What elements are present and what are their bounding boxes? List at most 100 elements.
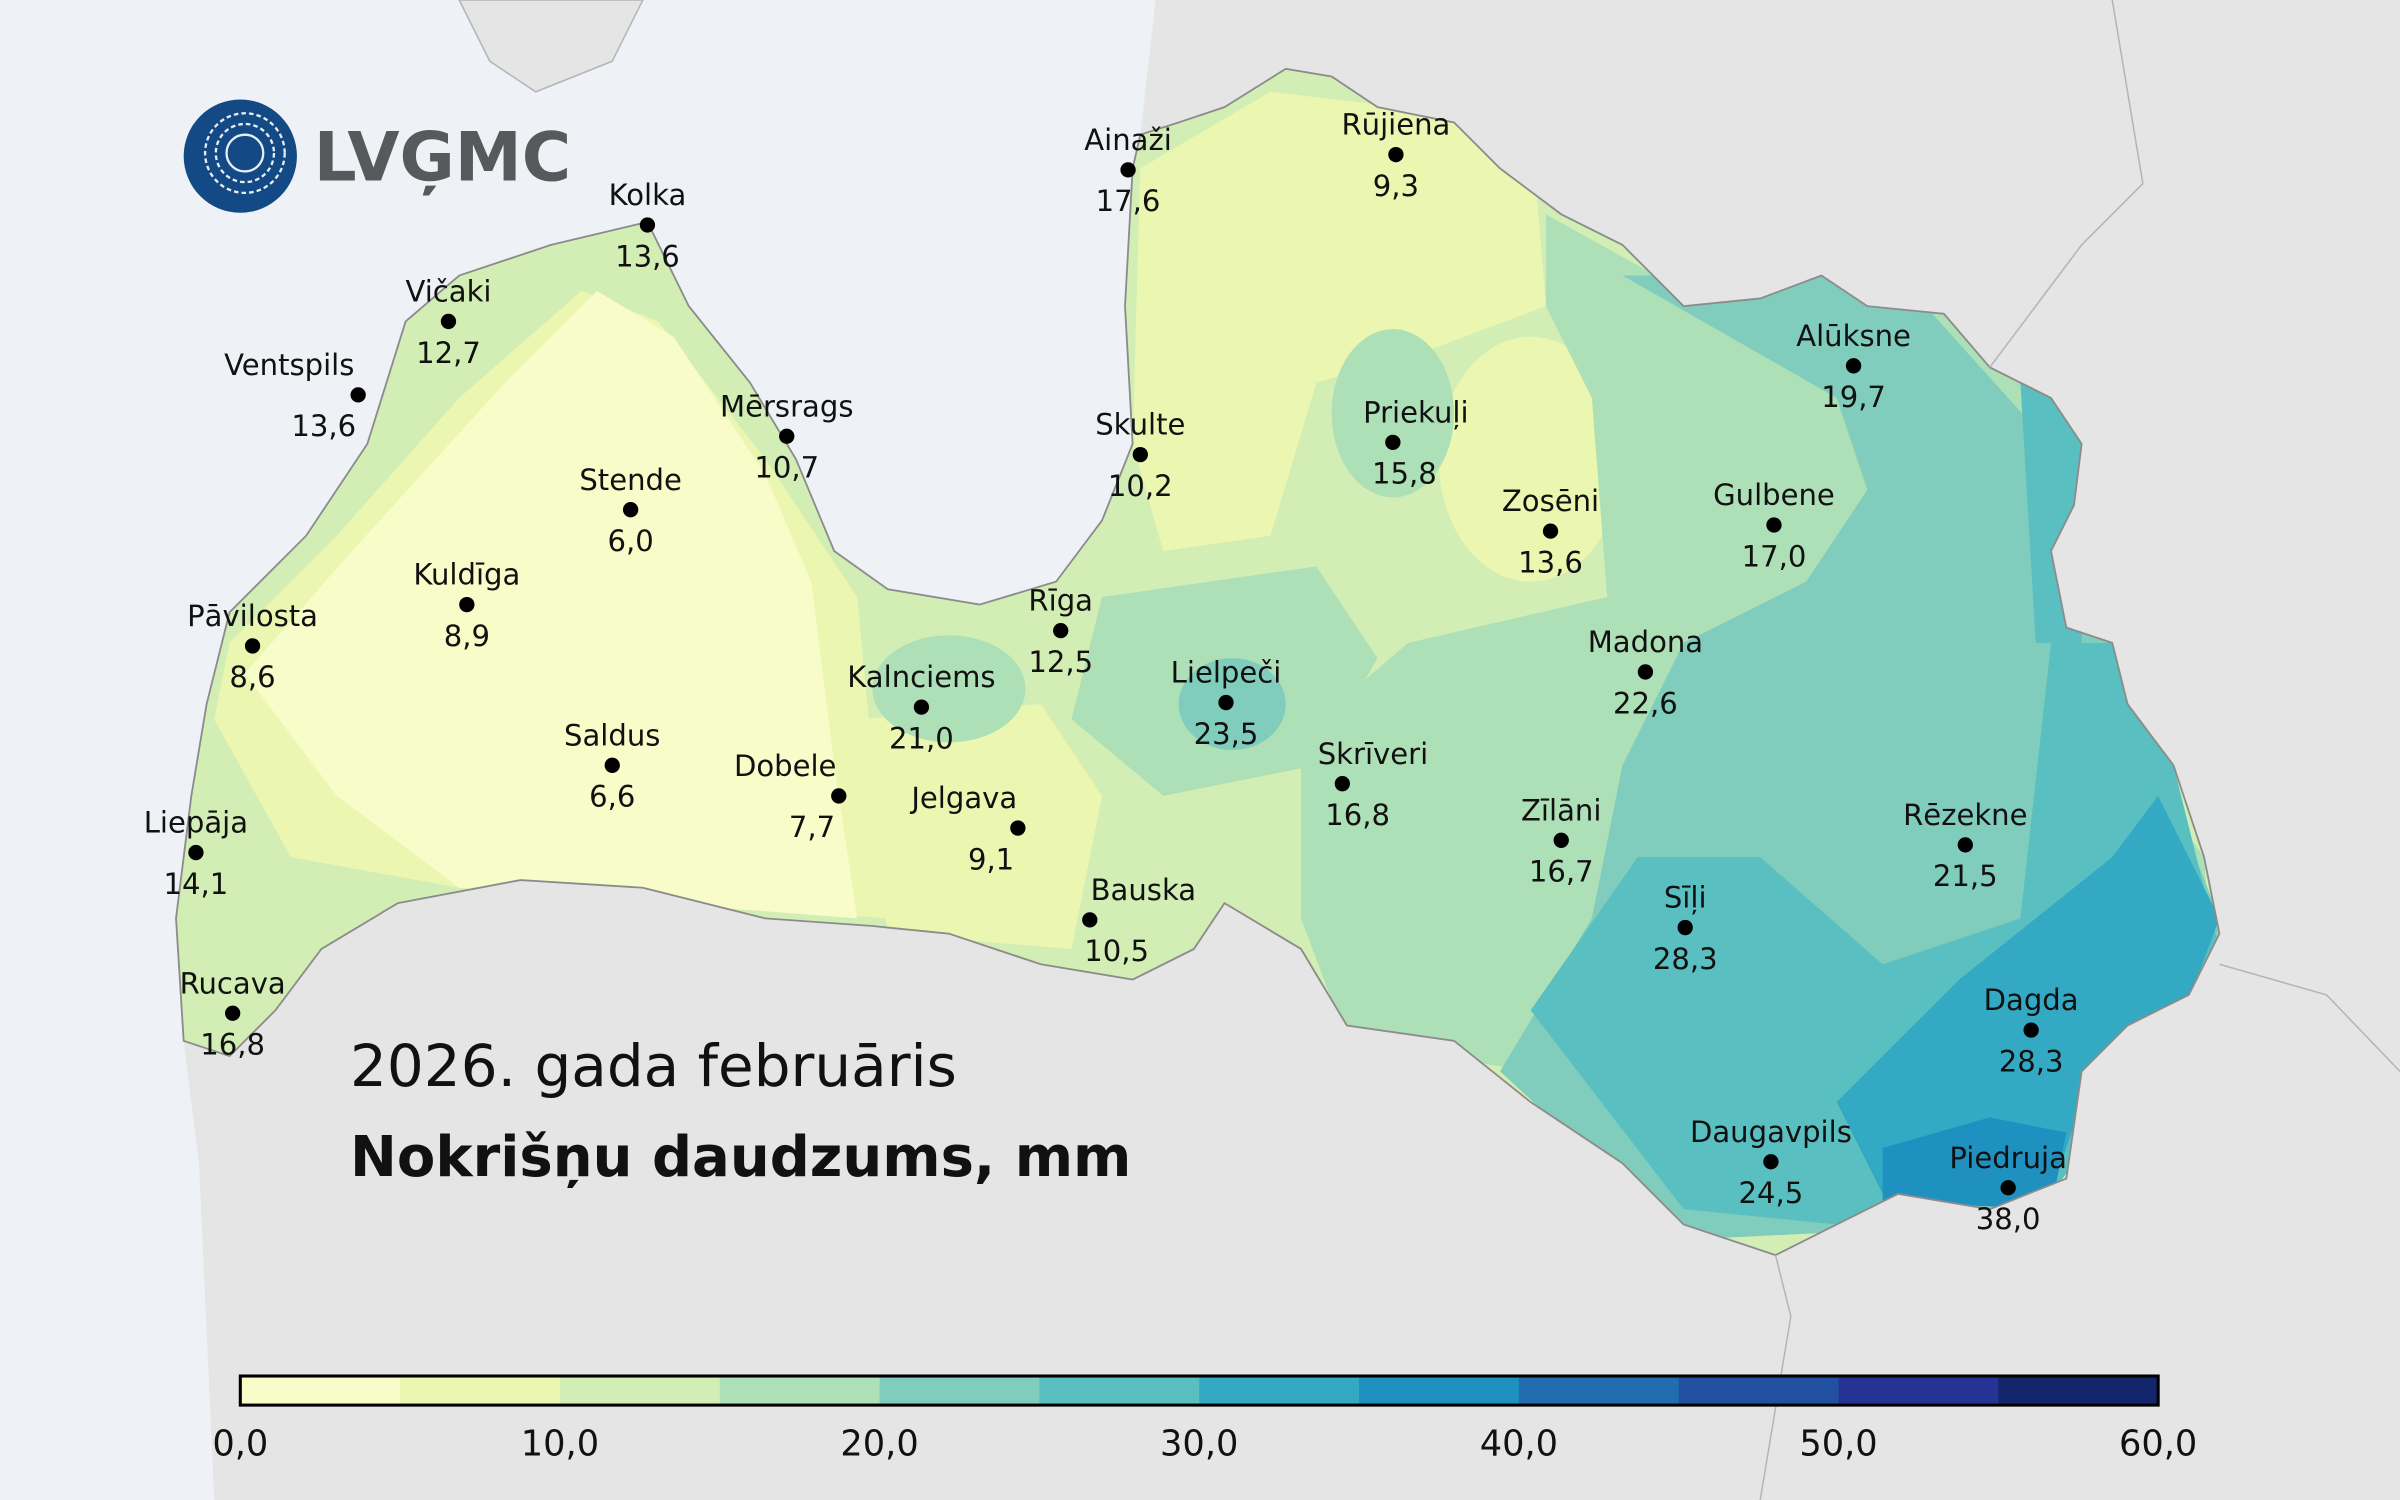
map-period-title: 2026. gada februāris [350, 1032, 957, 1100]
station-value: 17,0 [1742, 539, 1807, 573]
station-marker [1957, 837, 1973, 853]
station-name: Zosēni [1502, 484, 1599, 518]
station-marker [350, 387, 366, 403]
station-value: 13,6 [1518, 545, 1583, 579]
station-name: Madona [1588, 625, 1703, 659]
station: Daugavpils 24,5 [1690, 1115, 1852, 1210]
map-variable-title: Nokrišņu daudzums, mm [350, 1125, 1132, 1190]
station-name: Skulte [1095, 408, 1185, 442]
station-value: 23,5 [1194, 717, 1259, 751]
legend-tick-label: 30,0 [1160, 1424, 1238, 1465]
legend-swatch [1838, 1376, 2000, 1406]
station-marker [639, 217, 656, 233]
station-marker [1677, 919, 1693, 936]
station-marker [622, 502, 639, 518]
legend-frame [238, 1374, 2160, 1407]
legend-tick-label: 40,0 [1480, 1424, 1558, 1465]
station: Gulbene 17,0 [1713, 478, 1835, 573]
station-name: Rēzekne [1903, 798, 2027, 832]
station: Lielpeči 23,5 [1171, 656, 1282, 751]
station: Kalnciems 21,0 [847, 660, 995, 755]
station-name: Dagda [1984, 983, 2079, 1017]
station: Priekuļi 15,8 [1363, 395, 1468, 490]
station-marker [2000, 1180, 2016, 1196]
station-marker [1053, 622, 1069, 639]
station-marker [913, 699, 930, 715]
station-name: Ventspils [224, 348, 354, 382]
station: Rēzekne 21,5 [1903, 798, 2027, 893]
station-marker [1766, 517, 1782, 533]
station-value: 21,5 [1933, 859, 1998, 893]
station-name: Kalnciems [847, 660, 995, 694]
legend-tick-label: 0,0 [212, 1424, 268, 1465]
legend-swatch [879, 1376, 1041, 1406]
station-value: 14,1 [164, 867, 229, 901]
color-legend: 0,0 10,0 20,0 30,0 40,0 50,0 60,0 [212, 1374, 2197, 1465]
station-name: Priekuļi [1363, 395, 1468, 429]
station-name: Saldus [564, 718, 660, 752]
station: Ainaži 17,6 [1084, 123, 1172, 218]
legend-swatch [240, 1376, 401, 1406]
station-value: 38,0 [1976, 1202, 2041, 1236]
station-marker [1553, 832, 1569, 848]
logo: LVĢMC [183, 99, 571, 213]
station-name: Piedruja [1949, 1141, 2067, 1175]
station-marker [1010, 820, 1026, 836]
station-value: 24,5 [1739, 1176, 1804, 1210]
station: Skrīveri 16,8 [1318, 737, 1428, 832]
station: Saldus 6,6 [564, 718, 660, 813]
station: Rīga 12,5 [1028, 584, 1093, 679]
station-name: Skrīveri [1318, 737, 1428, 771]
station-name: Zīlāni [1521, 793, 1601, 827]
station: Bauska 10,5 [1082, 873, 1196, 968]
station-name: Rūjiena [1341, 108, 1450, 142]
station-marker [2023, 1022, 2039, 1038]
logo-emblem-icon [183, 99, 297, 213]
legend-tick-label: 50,0 [1799, 1424, 1877, 1465]
station-value: 9,3 [1373, 169, 1419, 203]
lithuania-border [1759, 963, 2400, 1500]
station-name: Kuldīga [413, 558, 520, 592]
legend-swatch [719, 1376, 881, 1406]
station-marker [1637, 664, 1654, 680]
station-marker [1218, 694, 1234, 711]
station-marker [831, 788, 847, 804]
station-marker [1082, 912, 1098, 928]
station-name: Rīga [1028, 584, 1093, 618]
station-value: 8,9 [444, 619, 490, 653]
station: Rucava 16,8 [180, 966, 286, 1061]
station-name: Bauska [1091, 873, 1197, 907]
station-value: 10,7 [754, 451, 819, 485]
station-value: 13,6 [615, 239, 680, 273]
station: Liepāja 14,1 [144, 806, 248, 901]
station-name: Pāvilosta [187, 599, 318, 633]
station-marker [244, 638, 261, 654]
station-name: Jelgava [909, 781, 1017, 815]
station-name: Kolka [609, 178, 687, 212]
station-value: 7,7 [789, 810, 835, 844]
station-value: 28,3 [1653, 942, 1718, 976]
station: Jelgava 9,1 [909, 781, 1026, 876]
legend-swatch [1678, 1376, 1840, 1406]
station-name: Mērsrags [720, 389, 853, 423]
station: Skulte 10,2 [1095, 408, 1185, 503]
station-marker [1334, 776, 1350, 792]
legend-swatch [559, 1376, 721, 1406]
station-name: Ainaži [1084, 123, 1172, 157]
station-value: 12,5 [1028, 645, 1093, 679]
station-name: Gulbene [1713, 478, 1835, 512]
stations-layer: Ainaži17,6Rūjiena9,3Kolka13,6Vičaki12,7V… [144, 108, 2079, 1236]
station: Stende 6,0 [579, 463, 682, 558]
legend-swatch [400, 1376, 561, 1406]
legend-tick-label: 20,0 [840, 1424, 918, 1465]
station-value: 10,5 [1084, 934, 1149, 968]
station-value: 9,1 [968, 842, 1014, 876]
station: Piedruja 38,0 [1949, 1141, 2067, 1236]
station: Rūjiena 9,3 [1341, 108, 1450, 203]
station-name: Liepāja [144, 806, 248, 840]
station-marker [1132, 446, 1148, 463]
station-value: 16,8 [200, 1028, 265, 1062]
station-marker [1120, 162, 1136, 178]
station-value: 17,6 [1096, 184, 1161, 218]
